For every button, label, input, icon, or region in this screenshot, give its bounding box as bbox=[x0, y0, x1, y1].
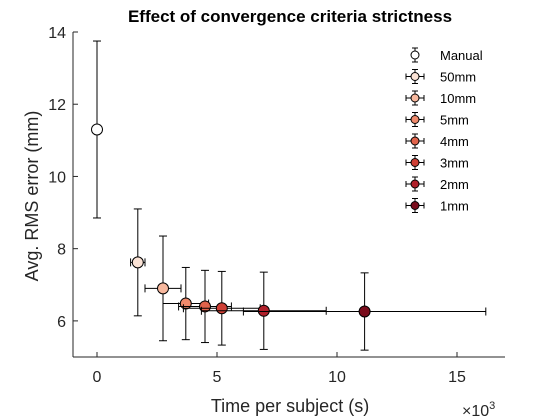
legend-item: 50mm bbox=[405, 69, 476, 85]
x-exponent-prefix: ×10 bbox=[462, 403, 489, 420]
legend-item: 1mm bbox=[405, 198, 469, 214]
y-tick-label: 6 bbox=[57, 314, 66, 331]
data-point bbox=[200, 271, 327, 350]
y-axis-label: Avg. RMS error (mm) bbox=[22, 111, 42, 282]
data-marker bbox=[91, 123, 103, 136]
axes: 0 5 10 15 6 8 10 12 14 bbox=[48, 25, 505, 386]
data-marker bbox=[199, 300, 211, 313]
x-tick-label: 0 bbox=[93, 369, 102, 386]
legend-item: 4mm bbox=[405, 133, 469, 149]
data-marker bbox=[179, 297, 192, 310]
y-tick-label: 14 bbox=[48, 25, 66, 42]
legend-item: 5mm bbox=[405, 112, 469, 128]
legend-marker bbox=[410, 50, 420, 60]
y-tick-label: 10 bbox=[48, 169, 66, 186]
legend-label: 5mm bbox=[440, 113, 469, 128]
legend-label: 3mm bbox=[440, 156, 469, 171]
data-marker bbox=[215, 302, 228, 315]
data-marker bbox=[157, 282, 169, 295]
x-tick-label: 10 bbox=[328, 369, 346, 386]
legend-label: 50mm bbox=[440, 70, 476, 85]
legend-item: 3mm bbox=[405, 155, 469, 171]
y-tick-label: 8 bbox=[57, 242, 66, 259]
legend-item: 10mm bbox=[405, 90, 476, 106]
data-point bbox=[182, 270, 261, 346]
legend-item: Manual bbox=[410, 47, 483, 63]
legend-label: 2mm bbox=[440, 177, 469, 192]
data-point bbox=[242, 272, 487, 351]
data-marks bbox=[91, 40, 487, 351]
legend-marker bbox=[410, 201, 420, 210]
data-point bbox=[144, 235, 182, 342]
data-marker bbox=[257, 304, 270, 317]
legend-marker bbox=[410, 93, 420, 103]
x-axis-label: Time per subject (s) bbox=[211, 396, 369, 416]
legend-item: 2mm bbox=[405, 176, 469, 192]
x-tick-label: 5 bbox=[213, 369, 222, 386]
data-point bbox=[91, 40, 103, 219]
data-marker bbox=[358, 305, 371, 318]
y-tick-label: 12 bbox=[48, 97, 66, 114]
legend-marker bbox=[410, 72, 420, 81]
x-exponent-power: 3 bbox=[489, 400, 495, 412]
x-exponent-label: ×103 bbox=[462, 400, 495, 420]
legend-label: 4mm bbox=[440, 134, 469, 149]
legend: Manual 50mm 10mm 5mm 4mm 3mm 2mm 1mm bbox=[405, 47, 483, 214]
legend-label: 10mm bbox=[440, 91, 476, 106]
legend-marker bbox=[410, 158, 420, 167]
legend-label: 1mm bbox=[440, 199, 469, 214]
legend-marker bbox=[410, 136, 420, 146]
data-marker bbox=[131, 256, 144, 269]
x-tick-label: 15 bbox=[448, 369, 466, 386]
legend-label: Manual bbox=[440, 48, 483, 63]
chart-title: Effect of convergence criteria strictnes… bbox=[128, 7, 452, 26]
data-point bbox=[130, 208, 146, 317]
legend-marker bbox=[410, 115, 420, 124]
legend-marker bbox=[410, 179, 420, 189]
